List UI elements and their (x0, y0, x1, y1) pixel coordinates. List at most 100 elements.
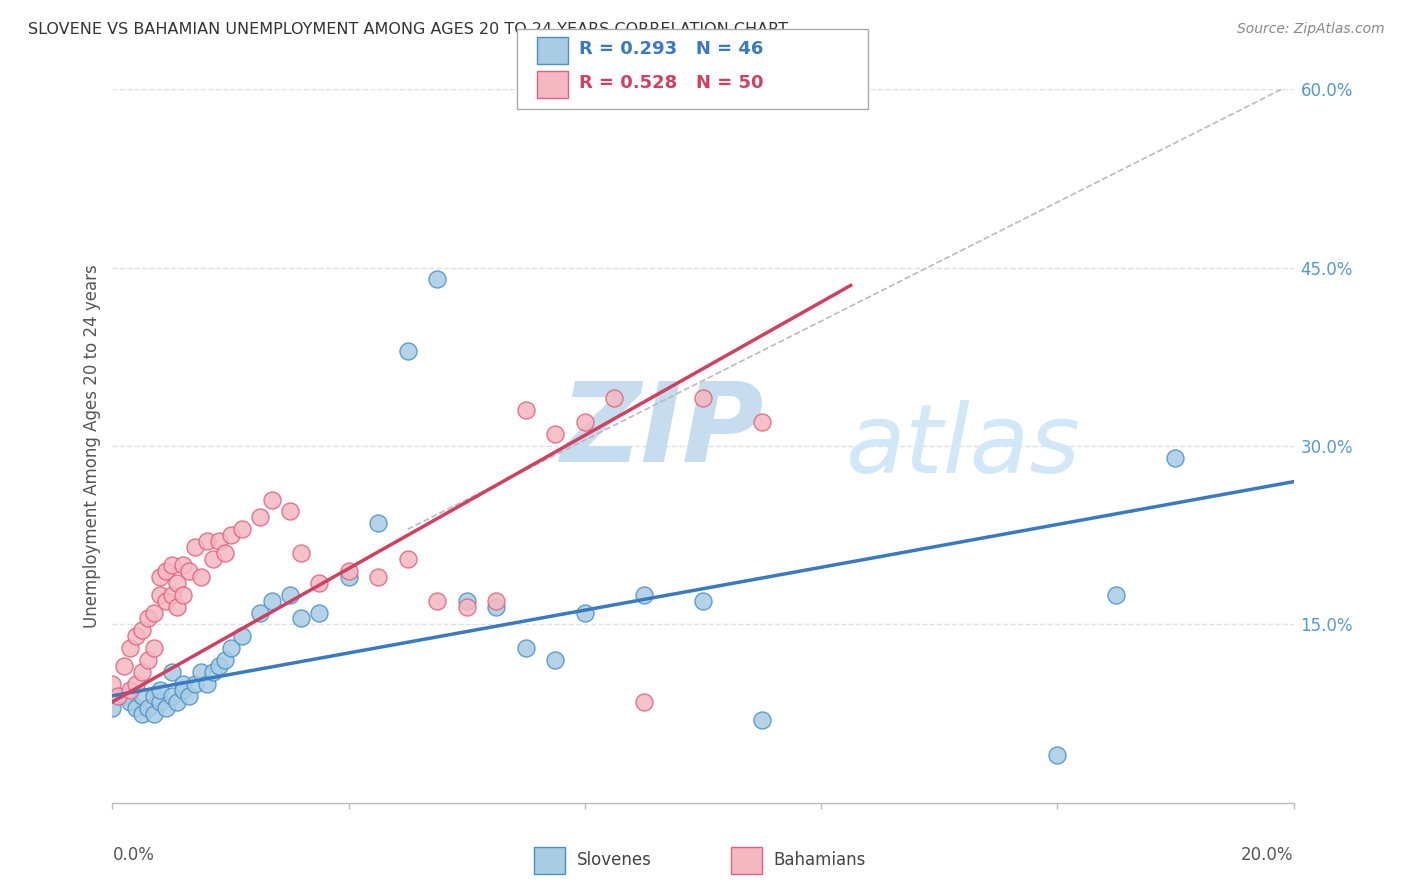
Point (751, 415, 773, 429)
Point (308, 575, 330, 590)
Point (142, 606, 165, 620)
Point (426, 272, 449, 286)
Point (260, 492, 283, 507)
Point (166, 575, 188, 590)
Point (485, 593, 508, 607)
Text: 0.0%: 0.0% (112, 846, 155, 863)
Point (160, 665, 183, 679)
Point (1164, 450, 1187, 465)
Point (692, 392, 714, 406)
Point (136, 653, 159, 667)
Point (290, 611, 312, 625)
Point (195, 534, 218, 549)
Point (120, 641, 142, 656)
Point (149, 682, 172, 697)
Point (278, 588, 301, 602)
Point (149, 695, 172, 709)
Point (131, 689, 153, 703)
Point (101, 700, 124, 714)
Point (574, 606, 596, 620)
Point (515, 403, 537, 417)
Point (107, 689, 129, 703)
Point (751, 713, 773, 727)
Text: SLOVENE VS BAHAMIAN UNEMPLOYMENT AMONG AGES 20 TO 24 YEARS CORRELATION CHART: SLOVENE VS BAHAMIAN UNEMPLOYMENT AMONG A… (28, 22, 789, 37)
Point (101, 677, 124, 691)
Text: ZIP: ZIP (561, 378, 765, 485)
Point (112, 689, 135, 703)
Point (574, 415, 596, 429)
Point (149, 570, 172, 584)
Point (249, 510, 271, 524)
Point (214, 546, 236, 560)
Text: R = 0.528   N = 50: R = 0.528 N = 50 (579, 74, 763, 92)
Point (172, 682, 194, 697)
Point (201, 552, 224, 566)
Text: atlas: atlas (845, 400, 1080, 492)
Point (131, 624, 153, 638)
Point (155, 700, 177, 714)
Point (367, 516, 389, 531)
Point (142, 706, 165, 721)
Point (160, 689, 183, 703)
Point (367, 570, 389, 584)
Text: Source: ZipAtlas.com: Source: ZipAtlas.com (1237, 22, 1385, 37)
Text: R = 0.293   N = 46: R = 0.293 N = 46 (579, 40, 763, 58)
Text: Bahamians: Bahamians (773, 851, 866, 869)
Point (190, 570, 212, 584)
Point (456, 599, 478, 614)
Text: 20.0%: 20.0% (1241, 846, 1294, 863)
Point (179, 689, 201, 703)
Point (214, 653, 236, 667)
Point (208, 534, 231, 549)
Point (160, 588, 183, 602)
Point (208, 659, 231, 673)
Point (219, 528, 242, 542)
Point (1046, 748, 1069, 763)
Point (166, 599, 188, 614)
Point (515, 641, 537, 656)
Point (396, 552, 419, 566)
Point (1105, 588, 1128, 602)
Point (155, 593, 177, 607)
Point (136, 611, 159, 625)
Point (456, 593, 478, 607)
Point (249, 606, 271, 620)
Point (172, 558, 194, 572)
Point (155, 564, 177, 578)
Point (426, 593, 449, 607)
Point (149, 588, 172, 602)
Point (633, 695, 655, 709)
Text: Slovenes: Slovenes (576, 851, 651, 869)
Point (160, 558, 183, 572)
Point (278, 504, 301, 518)
Point (544, 427, 567, 442)
Point (195, 677, 218, 691)
Point (120, 682, 142, 697)
Point (231, 629, 253, 643)
Point (337, 570, 360, 584)
Point (142, 641, 165, 656)
Point (131, 665, 153, 679)
Point (231, 522, 253, 536)
Point (219, 641, 242, 656)
Point (179, 564, 201, 578)
Point (337, 564, 360, 578)
Point (603, 392, 626, 406)
Point (120, 695, 142, 709)
Point (190, 665, 212, 679)
Point (308, 606, 330, 620)
Point (184, 540, 207, 554)
Point (112, 659, 135, 673)
Point (125, 629, 148, 643)
Point (136, 700, 159, 714)
Y-axis label: Unemployment Among Ages 20 to 24 years: Unemployment Among Ages 20 to 24 years (83, 264, 101, 628)
Point (125, 677, 148, 691)
Point (172, 588, 194, 602)
Point (201, 665, 224, 679)
Point (131, 706, 153, 721)
Point (290, 546, 312, 560)
Point (172, 677, 194, 691)
Point (485, 599, 508, 614)
Point (396, 343, 419, 358)
Point (166, 695, 188, 709)
